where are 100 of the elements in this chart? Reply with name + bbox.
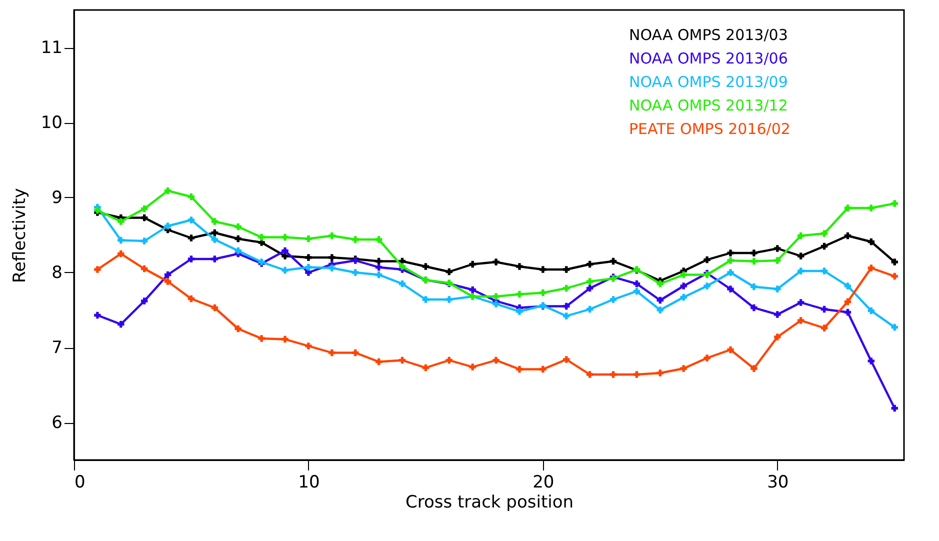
point — [774, 245, 781, 252]
point — [797, 317, 804, 324]
point — [375, 264, 382, 271]
point — [234, 223, 242, 230]
point — [820, 242, 828, 250]
point — [118, 236, 124, 244]
point — [797, 299, 804, 306]
y-tick-label: 9 — [52, 188, 62, 208]
point — [305, 254, 312, 261]
point — [891, 404, 898, 412]
point — [868, 264, 875, 272]
point — [774, 257, 781, 264]
point — [492, 293, 500, 300]
point — [540, 289, 546, 296]
point — [704, 354, 710, 362]
point — [868, 238, 875, 246]
point — [704, 256, 710, 264]
point — [774, 286, 781, 292]
point — [844, 204, 852, 212]
point — [188, 234, 195, 242]
point — [704, 282, 710, 290]
point — [633, 280, 640, 288]
y-tick-label: 10 — [40, 113, 62, 133]
point — [516, 290, 523, 298]
text: NOAA OMPS 2013/03 — [629, 26, 788, 44]
point — [844, 298, 852, 306]
point — [750, 365, 758, 372]
point — [750, 258, 758, 265]
point — [328, 254, 336, 261]
y-tick-label: 11 — [40, 38, 62, 58]
y-tick-label: 6 — [52, 413, 62, 433]
point — [540, 366, 546, 373]
point — [282, 266, 288, 274]
point — [891, 272, 898, 280]
point — [398, 263, 406, 270]
point — [563, 312, 570, 320]
point — [680, 365, 687, 372]
point — [820, 268, 828, 274]
point — [540, 266, 546, 273]
text: PEATE OMPS 2016/02 — [629, 120, 790, 138]
point — [164, 222, 172, 230]
point — [820, 306, 828, 313]
point — [797, 268, 804, 274]
point — [188, 216, 195, 224]
point — [750, 304, 758, 312]
point — [750, 250, 758, 256]
point — [492, 300, 500, 308]
point — [610, 371, 617, 378]
point — [797, 232, 804, 240]
point — [656, 280, 664, 288]
point — [469, 260, 476, 268]
point — [305, 235, 312, 242]
point — [844, 232, 852, 240]
point — [586, 278, 594, 285]
y-axis-title: Reflectivity — [10, 188, 30, 283]
point — [352, 236, 359, 243]
point — [656, 296, 664, 304]
point — [844, 282, 852, 290]
point — [234, 247, 242, 254]
point — [211, 218, 218, 225]
point — [446, 268, 452, 276]
point — [375, 236, 382, 243]
point — [680, 282, 687, 290]
point — [282, 247, 288, 254]
point — [891, 324, 898, 331]
point — [680, 271, 687, 278]
point — [305, 264, 312, 271]
point — [258, 335, 265, 342]
point — [328, 349, 336, 356]
point — [797, 252, 804, 260]
x-tick-label: 20 — [532, 472, 554, 492]
point — [656, 306, 664, 314]
y-tick-label: 7 — [52, 338, 62, 358]
point — [680, 294, 687, 301]
point — [118, 250, 124, 258]
point — [211, 236, 218, 243]
point — [305, 342, 312, 350]
point — [820, 324, 828, 332]
point — [118, 218, 124, 225]
point — [891, 258, 898, 266]
point — [140, 238, 148, 244]
point — [469, 286, 476, 294]
point — [352, 349, 359, 356]
point — [282, 336, 288, 343]
point — [563, 266, 570, 273]
point — [868, 358, 875, 364]
point — [750, 283, 758, 290]
point — [258, 234, 265, 241]
point — [868, 204, 875, 212]
point — [610, 258, 617, 265]
point — [868, 307, 875, 314]
point — [140, 205, 148, 212]
point — [188, 193, 195, 200]
point — [610, 296, 617, 303]
point — [422, 364, 430, 372]
point — [188, 256, 195, 262]
point — [516, 366, 523, 373]
point — [375, 358, 382, 366]
point — [492, 258, 500, 266]
point — [633, 371, 640, 378]
